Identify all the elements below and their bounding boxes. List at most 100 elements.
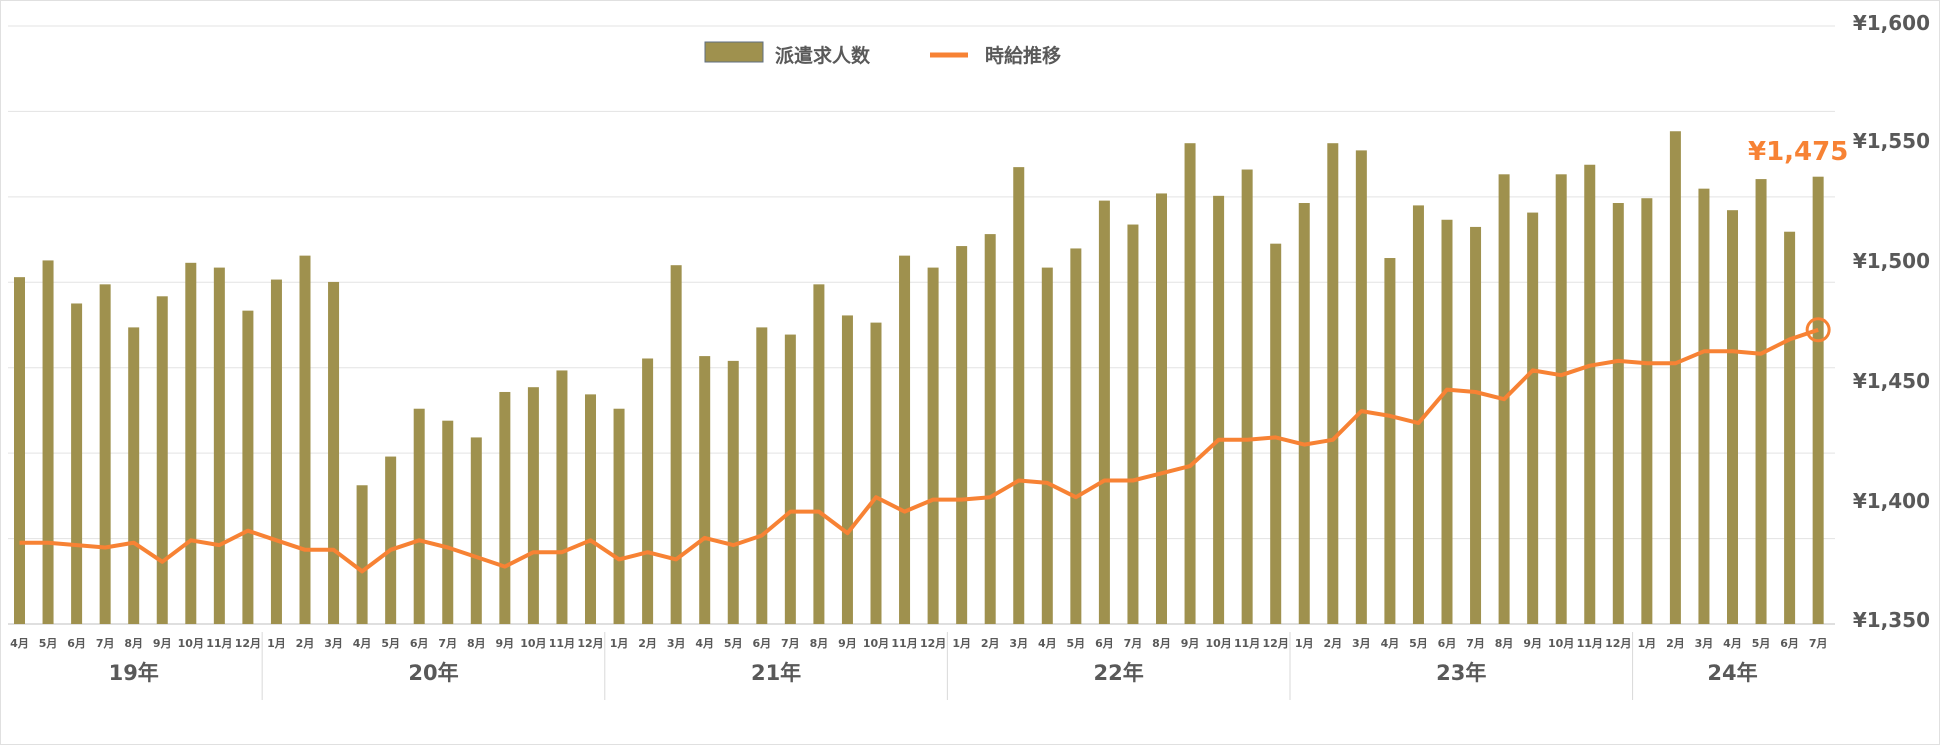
bar (328, 281, 340, 624)
x-month-label: 3月 (1009, 637, 1028, 650)
bar (299, 255, 311, 624)
bar (470, 437, 482, 624)
last-value-callout: ¥1,475 (1748, 137, 1848, 167)
x-month-label: 11月 (891, 637, 917, 650)
bar (14, 277, 25, 624)
x-month-label: 9月 (1181, 637, 1200, 650)
x-month-label: 8月 (810, 637, 829, 650)
x-month-label: 10月 (178, 637, 204, 650)
x-month-label: 11月 (1577, 637, 1603, 650)
bar (585, 394, 596, 624)
bar (899, 255, 911, 624)
x-month-label: 9月 (838, 637, 857, 650)
bar (841, 315, 853, 624)
bar (1755, 179, 1767, 624)
x-month-label: 6月 (410, 637, 429, 650)
bar (1527, 212, 1539, 625)
x-month-label: 8月 (124, 637, 143, 650)
bar (613, 408, 625, 624)
bar (1184, 143, 1196, 624)
bar (213, 267, 225, 624)
x-month-label: 10月 (863, 637, 889, 650)
bar (956, 246, 968, 624)
bar (1127, 224, 1139, 624)
x-month-label: 11月 (549, 637, 575, 650)
bar (642, 358, 654, 624)
legend-bar-label: 派遣求人数 (775, 44, 871, 67)
bar (71, 303, 83, 624)
x-year-label: 21年 (751, 661, 801, 685)
bar (185, 262, 197, 624)
bar (442, 420, 454, 624)
x-month-label: 9月 (153, 637, 172, 650)
bar (1612, 203, 1624, 624)
bar (1441, 219, 1453, 624)
bar (984, 234, 996, 624)
x-month-label: 7月 (1466, 637, 1485, 650)
y-axis-ticks: ¥1,600 ¥1,550 ¥1,500 ¥1,450 ¥1,400 ¥1,350 (1853, 11, 1930, 632)
bar (99, 284, 111, 624)
bar (128, 327, 140, 624)
bar (1156, 193, 1167, 624)
bar (1298, 203, 1310, 624)
x-year-label: 19年 (109, 661, 159, 685)
x-month-label: 2月 (1666, 637, 1685, 650)
x-month-label: 6月 (1780, 637, 1799, 650)
x-month-label: 5月 (724, 637, 743, 650)
bar (1355, 150, 1367, 624)
bar (1584, 164, 1596, 624)
x-month-label: 6月 (1438, 637, 1457, 650)
x-month-label: 3月 (667, 637, 686, 650)
bar (1241, 169, 1253, 624)
x-month-label: 3月 (1352, 637, 1371, 650)
bar (527, 387, 539, 624)
x-month-label: 1月 (1295, 637, 1314, 650)
x-month-label: 12月 (920, 637, 946, 650)
x-month-label: 11月 (206, 637, 232, 650)
bar (1070, 248, 1082, 624)
x-month-label: 10月 (1205, 637, 1231, 650)
x-month-label: 5月 (39, 637, 58, 650)
x-month-label: 7月 (1809, 637, 1828, 650)
x-month-label: 2月 (638, 637, 657, 650)
x-month-label: 10月 (1548, 637, 1574, 650)
y-tick-label: ¥1,500 (1853, 249, 1930, 273)
bar (1412, 205, 1424, 624)
bar (1384, 258, 1396, 624)
x-month-label: 8月 (467, 637, 486, 650)
bar (1698, 188, 1710, 624)
y-tick-label: ¥1,550 (1853, 129, 1930, 153)
x-month-label: 2月 (981, 637, 1000, 650)
bar (556, 370, 568, 624)
bar (1812, 176, 1824, 625)
bar (1641, 198, 1653, 624)
x-month-label: 6月 (67, 637, 86, 650)
bar-series (14, 131, 1824, 625)
x-month-label: 5月 (1067, 637, 1086, 650)
x-month-label: 9月 (1523, 637, 1542, 650)
x-month-label: 12月 (1605, 637, 1631, 650)
bar (270, 279, 282, 624)
x-month-label: 1月 (267, 637, 286, 650)
x-month-label: 1月 (610, 637, 629, 650)
y-tick-label: ¥1,600 (1853, 11, 1930, 35)
bar (1669, 131, 1681, 625)
bar (1213, 195, 1225, 624)
x-year-label: 22年 (1094, 661, 1144, 685)
x-month-label: 10月 (520, 637, 546, 650)
last-point-marker (1805, 317, 1831, 343)
x-month-label: 1月 (952, 637, 971, 650)
x-month-label: 8月 (1495, 637, 1514, 650)
legend-bar-swatch (704, 41, 764, 63)
x-month-label: 3月 (1695, 637, 1714, 650)
x-month-label: 4月 (1723, 637, 1742, 650)
bar (413, 408, 425, 624)
bar (1555, 174, 1567, 624)
line-path (19, 327, 1819, 574)
bar (756, 327, 768, 624)
bar (813, 284, 825, 624)
bar (1098, 200, 1110, 624)
x-year-label: 24年 (1707, 661, 1757, 685)
bar (784, 334, 796, 624)
bar (499, 391, 511, 624)
